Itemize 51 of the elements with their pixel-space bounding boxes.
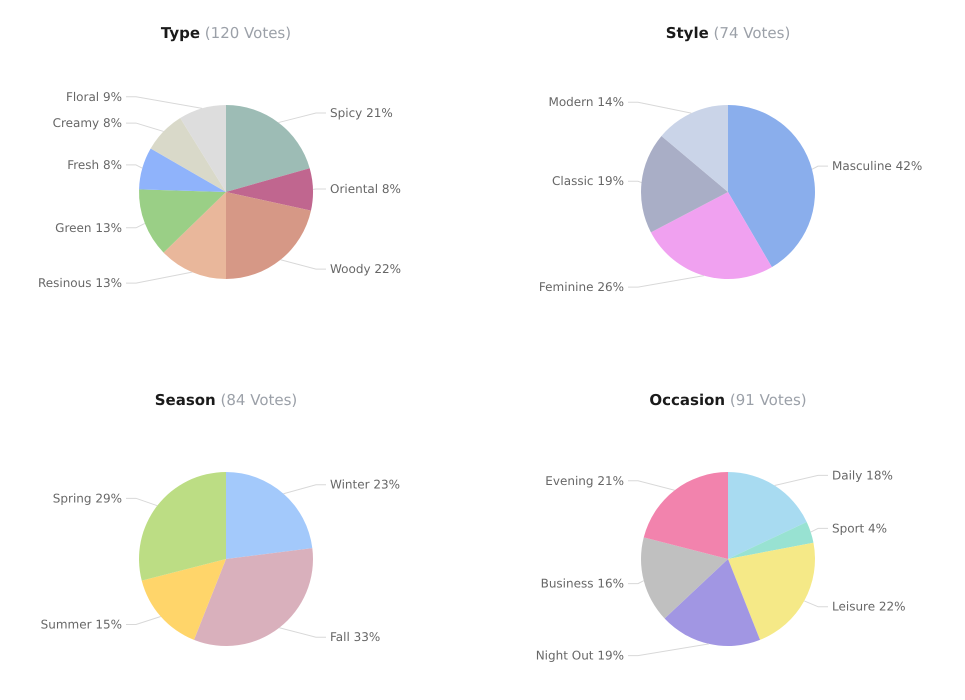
pie-slice xyxy=(139,189,226,253)
chart-title: Type xyxy=(160,24,200,42)
pie-slice xyxy=(226,105,310,192)
slice-label: Floral 9% xyxy=(66,90,122,104)
slice-label: Night Out 19% xyxy=(536,648,624,663)
slice-label: Resinous 13% xyxy=(38,276,122,290)
pie-slice xyxy=(150,118,226,192)
pie-slice xyxy=(664,559,760,646)
pie-slice xyxy=(728,472,807,559)
pie-slice xyxy=(164,192,226,279)
pie-slice xyxy=(226,168,313,211)
slice-label: Summer 15% xyxy=(40,617,122,632)
slice-label: Spring 29% xyxy=(52,491,122,506)
chart-title: Occasion xyxy=(649,391,726,409)
pie-slice xyxy=(641,537,728,619)
slice-label: Winter 23% xyxy=(330,478,400,492)
pie-slice xyxy=(728,522,814,559)
pie-slice xyxy=(226,192,311,279)
slice-label: Modern 14% xyxy=(548,95,624,110)
chart-subtitle: (91 Votes) xyxy=(730,391,807,409)
chart-subtitle: (120 Votes) xyxy=(204,24,292,42)
pie-slice xyxy=(139,148,226,192)
slice-label: Creamy 8% xyxy=(52,116,122,130)
pie-slice xyxy=(728,542,815,640)
slice-label: Classic 19% xyxy=(552,174,624,188)
pie-slice xyxy=(641,136,728,232)
chart-subtitle: (74 Votes) xyxy=(714,24,790,42)
chart-title: Style xyxy=(666,24,709,42)
slice-label: Green 13% xyxy=(55,220,122,235)
pie-slice xyxy=(226,472,312,559)
slice-label: Spicy 21% xyxy=(330,106,393,120)
slice-label: Evening 21% xyxy=(545,474,624,488)
slice-label: Masculine 42% xyxy=(832,159,922,174)
slice-label: Sport 4% xyxy=(832,521,888,536)
slice-label: Leisure 22% xyxy=(832,600,906,614)
slice-label: Daily 18% xyxy=(832,468,893,482)
pie-slice xyxy=(661,105,728,192)
pie-slice xyxy=(650,192,772,279)
slice-label: Woody 22% xyxy=(330,262,402,276)
slice-label: Feminine 26% xyxy=(538,280,624,294)
slice-label: Business 16% xyxy=(540,576,624,591)
slice-label: Oriental 8% xyxy=(330,182,401,196)
chart-title: Season xyxy=(154,391,216,409)
pie-slice xyxy=(142,559,226,640)
pie-slice xyxy=(139,472,226,581)
pie-slice xyxy=(644,472,728,559)
chart-subtitle: (84 Votes) xyxy=(220,391,298,409)
pie-slice xyxy=(728,105,815,268)
slice-label: Fall 33% xyxy=(330,630,380,644)
slice-label: Fresh 8% xyxy=(67,158,122,172)
pie-slice xyxy=(194,548,313,646)
